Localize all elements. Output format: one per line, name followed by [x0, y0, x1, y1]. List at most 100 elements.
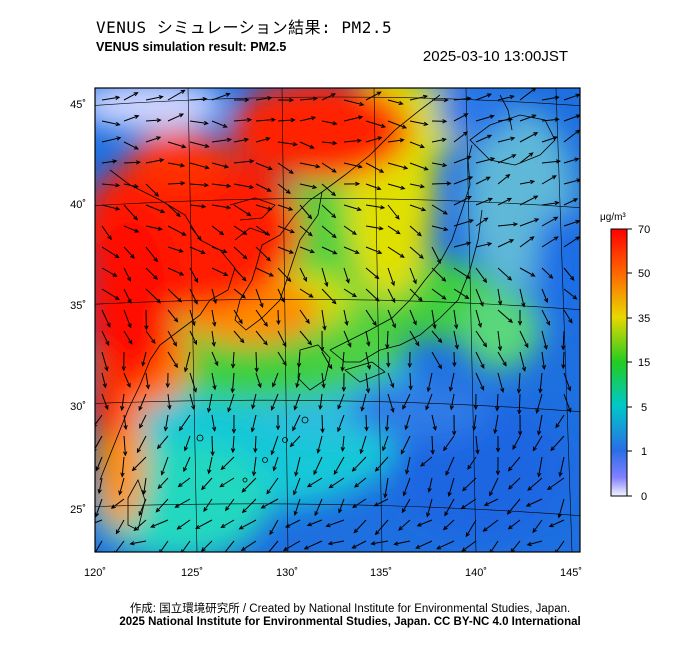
wind-arrow	[233, 309, 243, 324]
wind-arrow	[453, 219, 474, 227]
wind-arrow-head	[465, 274, 471, 279]
wind-arrow	[541, 96, 559, 101]
wind-arrow-head	[163, 426, 169, 432]
wind-arrow	[431, 182, 451, 185]
wind-arrow	[512, 435, 521, 450]
wind-arrow-head	[312, 96, 318, 101]
wind-arrow-head	[240, 546, 246, 552]
wind-arrow	[299, 309, 310, 324]
wind-arrow-head	[156, 136, 162, 141]
wind-arrow	[145, 267, 158, 280]
wind-arrow-head	[242, 230, 248, 235]
wind-arrow	[519, 267, 535, 277]
wind-arrow	[277, 204, 293, 211]
wind-arrow-head	[294, 471, 299, 477]
wind-arrow	[431, 330, 442, 343]
wind-arrow	[343, 139, 361, 143]
wind-arrow	[101, 267, 117, 277]
wind-arrow-head	[203, 507, 208, 513]
wind-arrow	[167, 393, 171, 409]
wind-arrow	[360, 435, 367, 454]
wind-arrow	[402, 393, 411, 410]
wind-arrow	[431, 138, 446, 143]
wind-arrow	[563, 158, 579, 164]
wind-arrow-head	[254, 367, 259, 373]
wind-arrow-head	[282, 360, 287, 366]
wind-arrow-head	[139, 423, 144, 429]
wind-arrow	[420, 456, 433, 467]
wind-arrow-head	[402, 491, 407, 497]
wind-arrow	[431, 351, 442, 369]
wind-arrow-head	[516, 388, 522, 394]
wind-arrow	[449, 372, 455, 391]
wind-arrow	[475, 217, 488, 227]
wind-arrow-head	[180, 549, 185, 552]
wind-arrow-head	[373, 502, 379, 507]
wind-arrow-head	[193, 299, 198, 305]
wind-arrow	[341, 351, 345, 371]
wind-arrow	[496, 393, 499, 411]
wind-arrow	[321, 246, 337, 255]
wind-arrow	[255, 204, 272, 211]
wind-arrow	[541, 160, 560, 164]
wind-arrow-head	[524, 343, 529, 349]
wind-arrow	[538, 414, 543, 435]
wind-arrow	[253, 456, 257, 476]
wind-arrow-head	[136, 448, 141, 454]
wind-arrow	[123, 92, 138, 101]
wind-arrow-head	[505, 173, 511, 179]
wind-arrow-head	[315, 164, 321, 169]
wind-arrow-head	[131, 466, 137, 472]
wind-arrow-head	[510, 548, 515, 552]
wind-arrow-head	[400, 449, 405, 455]
wind-arrow-head	[220, 523, 226, 528]
lat-labels: 45˚ 40˚ 35˚ 30˚ 25˚	[70, 99, 86, 516]
wind-arrow	[497, 154, 516, 164]
wind-arrow-head	[179, 271, 185, 276]
wind-arrow	[298, 351, 301, 367]
wind-arrow	[145, 183, 159, 197]
wind-arrow	[409, 95, 427, 101]
wind-arrow-head	[507, 466, 513, 472]
wind-arrow-head	[271, 382, 277, 388]
wind-arrow-head	[487, 134, 493, 139]
wind-arrow-head	[191, 405, 196, 411]
wind-arrow-head	[407, 363, 412, 369]
wind-arrow-head	[293, 490, 298, 496]
wind-arrow-head	[533, 132, 539, 137]
wind-arrow-head	[251, 404, 256, 410]
wind-arrow-head	[535, 408, 540, 414]
wind-arrow	[241, 477, 257, 493]
wind-arrow	[145, 372, 149, 389]
wind-arrow-head	[282, 546, 288, 551]
wind-arrow-head	[483, 217, 489, 222]
wind-arrow	[409, 372, 412, 390]
colorbar-tick-35: 35	[638, 313, 650, 325]
wind-arrow-head	[507, 484, 513, 490]
wind-arrow-head	[183, 446, 189, 452]
wind-arrow-head	[340, 446, 346, 452]
wind-arrow-head	[468, 219, 474, 224]
wind-arrow-head	[115, 95, 121, 100]
wind-arrow	[211, 435, 214, 456]
wind-arrow-head	[150, 523, 156, 528]
wind-arrow	[211, 372, 216, 390]
wind-arrow-head	[177, 297, 183, 303]
wind-arrow-head	[193, 340, 197, 346]
wind-arrow-head	[222, 249, 228, 254]
wind-arrow-head	[415, 341, 420, 347]
wind-arrow	[189, 372, 197, 392]
wind-arrow-head	[321, 383, 326, 389]
wind-arrow	[409, 225, 422, 237]
wind-arrow-head	[443, 226, 449, 232]
wind-arrow	[400, 435, 411, 454]
wind-arrow-head	[529, 179, 536, 185]
wind-arrow	[317, 435, 323, 453]
wind-arrow	[167, 309, 178, 322]
wind-arrow-head	[175, 212, 181, 218]
wind-arrow	[337, 393, 345, 409]
wind-arrow	[401, 498, 411, 513]
wind-arrow-head	[372, 321, 377, 327]
wind-arrow	[277, 309, 280, 325]
wind-arrow	[138, 498, 147, 516]
